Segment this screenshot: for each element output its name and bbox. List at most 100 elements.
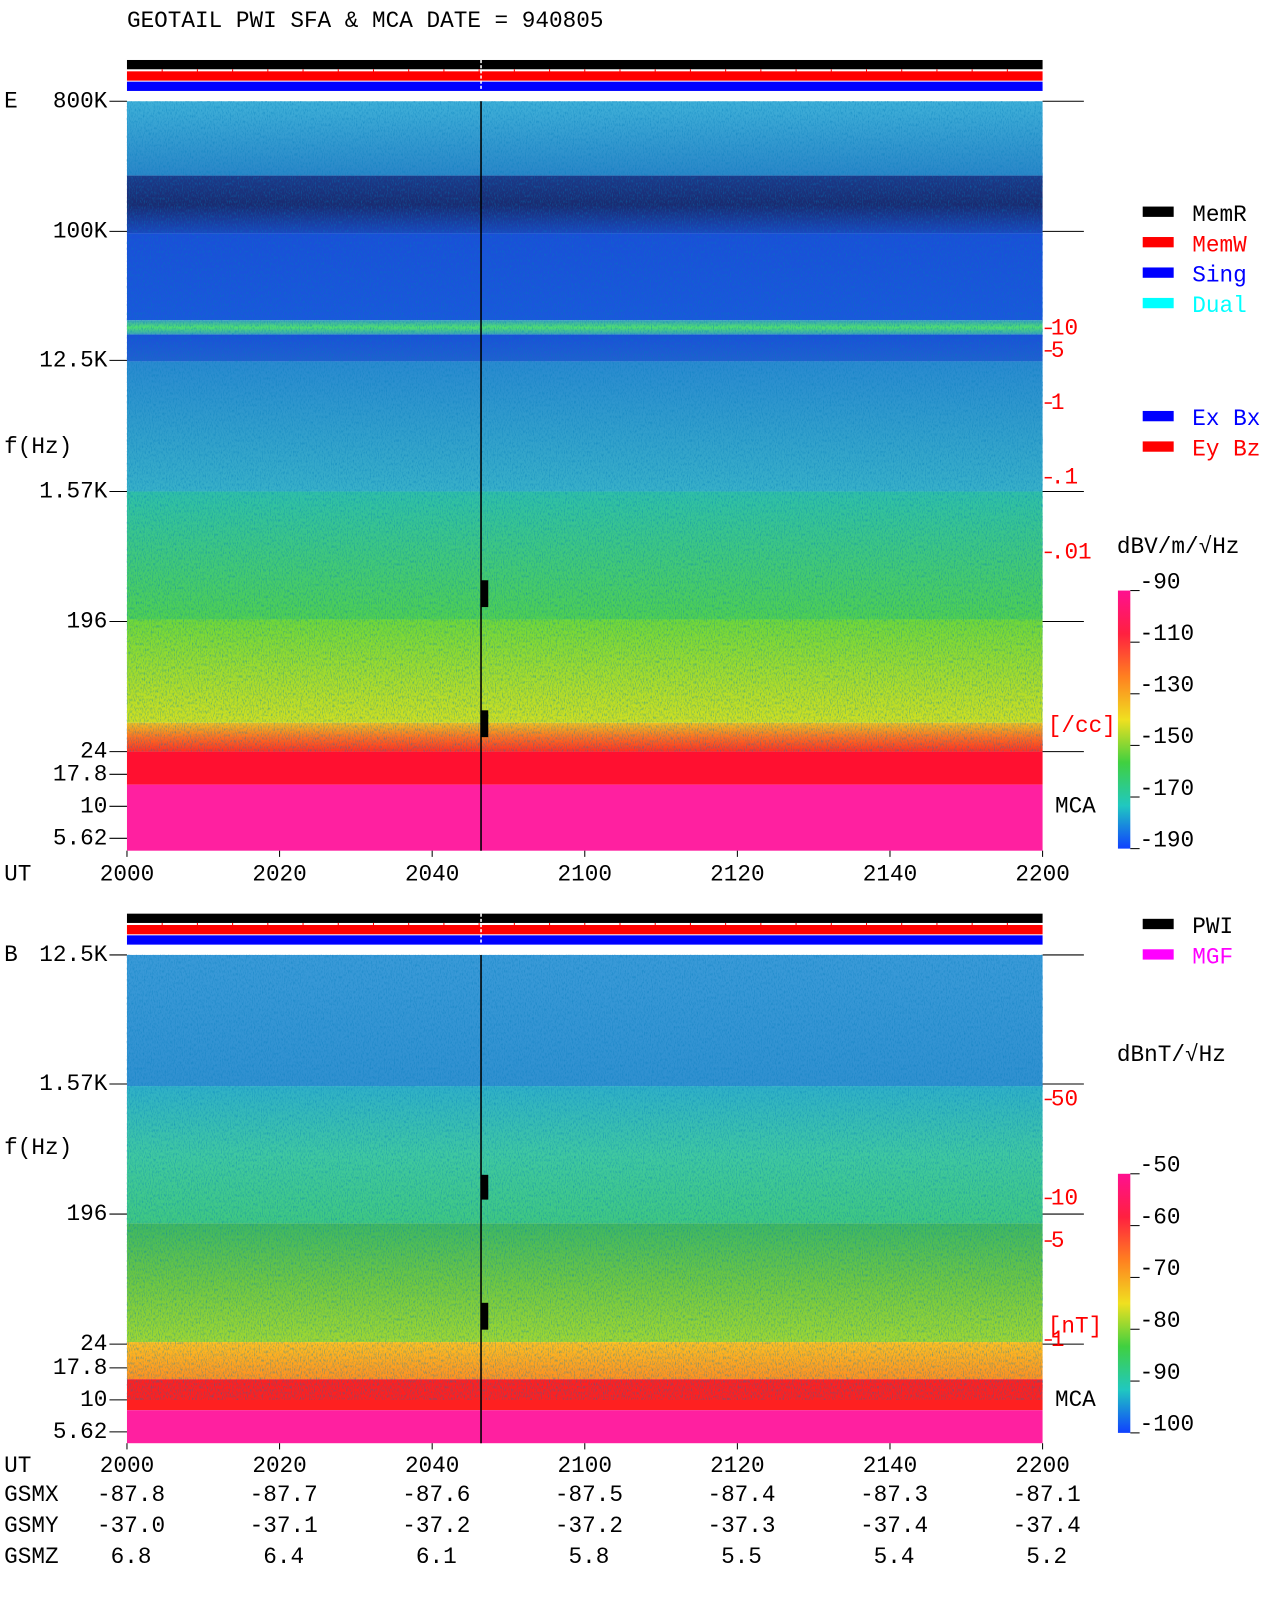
density-tick-label: .1 <box>1051 465 1078 491</box>
legend-swatch <box>1142 949 1174 960</box>
legend-label: Ey Bz <box>1192 437 1260 463</box>
x-tick-label: 2000 <box>100 861 154 887</box>
spectrogram-texture <box>126 954 1043 1400</box>
orbit-row-label: GSMZ <box>4 1544 58 1570</box>
frequency-tick-label: 24 <box>80 1331 107 1357</box>
orbit-value: 5.2 <box>1026 1544 1067 1570</box>
x-tick-label: 2120 <box>710 861 764 887</box>
colorbar-tick-label: -60 <box>1140 1204 1181 1230</box>
y-axis-label: f(Hz) <box>4 1135 72 1161</box>
x-tick-label: 2000 <box>100 1453 154 1479</box>
x-tick-label: 2020 <box>252 1453 306 1479</box>
spectrogram-texture <box>126 101 1043 752</box>
density-tick-label: 5 <box>1051 338 1065 364</box>
orbit-value: -37.1 <box>250 1513 318 1539</box>
colorbar-tick-label: -80 <box>1140 1308 1181 1334</box>
frequency-tick-label: 1.57K <box>39 478 107 504</box>
x-tick-label: 2200 <box>1015 861 1069 887</box>
orbit-value: 6.4 <box>263 1544 304 1570</box>
status-bar <box>126 81 1043 91</box>
frequency-tick-label: 100K <box>53 218 108 244</box>
x-tick-label: 2120 <box>710 1453 764 1479</box>
x-tick-label: 2200 <box>1015 1453 1069 1479</box>
x-tick-label: 2040 <box>405 861 459 887</box>
legend-swatch <box>1142 267 1174 278</box>
frequency-tick-label: 17.8 <box>53 1355 107 1381</box>
colorbar-tick-label: -110 <box>1140 621 1194 647</box>
orbit-value: -37.0 <box>97 1513 165 1539</box>
density-tick-label: 5 <box>1051 1228 1065 1254</box>
frequency-tick-label: 5.62 <box>53 825 107 851</box>
data-gap-block <box>481 1174 489 1200</box>
x-tick-label: 2100 <box>558 1453 612 1479</box>
frequency-tick-label: 12.5K <box>39 347 107 373</box>
frequency-tick-label: 5.62 <box>53 1419 107 1445</box>
density-tick-label: 1 <box>1051 1327 1065 1353</box>
status-bar <box>126 59 1043 70</box>
orbit-value: 5.5 <box>721 1544 762 1570</box>
colorbar-tick-label: -150 <box>1140 724 1194 750</box>
data-gap-block <box>481 710 489 738</box>
status-bar <box>126 935 1043 945</box>
colorbar <box>1117 1173 1131 1433</box>
title: GEOTAIL PWI SFA & MCA DATE = 940805 <box>127 8 604 34</box>
x-tick-label: 2040 <box>405 1453 459 1479</box>
frequency-tick-label: 10 <box>80 793 107 819</box>
density-unit: [nT] <box>1048 1314 1102 1340</box>
legend-swatch <box>1142 441 1174 452</box>
orbit-value: 5.4 <box>874 1544 915 1570</box>
legend-label: PWI <box>1192 914 1233 940</box>
colorbar-title: dBnT/√Hz <box>1117 1042 1226 1068</box>
density-unit: [/cc] <box>1048 713 1116 739</box>
density-tick-label: .01 <box>1051 539 1092 565</box>
orbit-value: -87.6 <box>402 1482 470 1508</box>
component-label: E <box>4 88 18 114</box>
frequency-tick-label: 196 <box>66 609 107 635</box>
x-tick-label: 2140 <box>863 1453 917 1479</box>
x-tick-label: 2140 <box>863 861 917 887</box>
data-gap-block <box>481 1302 489 1330</box>
frequency-tick-label: 12.5K <box>39 942 107 968</box>
frequency-tick-label: 800K <box>53 88 108 114</box>
x-axis-label: UT <box>4 861 31 887</box>
frequency-tick-label: 1.57K <box>39 1071 107 1097</box>
frequency-tick-label: 196 <box>66 1201 107 1227</box>
orbit-value: 6.8 <box>111 1544 152 1570</box>
data-gap-block <box>481 580 489 608</box>
x-tick-label: 2020 <box>252 861 306 887</box>
mca-label: MCA <box>1055 1387 1096 1413</box>
colorbar-tick-label: -50 <box>1140 1153 1181 1179</box>
legend-label: Ex Bx <box>1192 406 1260 432</box>
legend-label: MGF <box>1192 945 1233 971</box>
legend-swatch <box>1142 918 1174 930</box>
spectrogram-band <box>126 784 1043 851</box>
frequency-tick-label: 24 <box>80 739 107 765</box>
legend-label: Sing <box>1192 263 1246 289</box>
colorbar-tick-label: -100 <box>1140 1412 1194 1438</box>
orbit-value: -37.4 <box>1013 1513 1081 1539</box>
spectrogram-band <box>126 1410 1043 1444</box>
legend-swatch <box>1142 206 1174 217</box>
legend-label: MemR <box>1192 202 1247 228</box>
orbit-value: 5.8 <box>568 1544 609 1570</box>
colorbar-tick-label: -170 <box>1140 776 1194 802</box>
colorbar-tick-label: -70 <box>1140 1256 1181 1282</box>
spectrogram-band <box>126 751 1043 785</box>
density-tick-label: 50 <box>1051 1086 1078 1112</box>
colorbar-title: dBV/m/√Hz <box>1117 534 1240 560</box>
colorbar-tick-label: -130 <box>1140 673 1194 699</box>
y-axis-label: f(Hz) <box>4 434 72 460</box>
orbit-value: -37.2 <box>555 1513 623 1539</box>
orbit-value: 6.1 <box>416 1544 457 1570</box>
legend-swatch <box>1142 237 1174 248</box>
density-tick-label: 1 <box>1051 390 1065 416</box>
colorbar <box>1117 590 1131 849</box>
orbit-value: -87.4 <box>707 1482 775 1508</box>
colorbar-tick-label: -90 <box>1140 1360 1181 1386</box>
orbit-value: -37.3 <box>707 1513 775 1539</box>
density-tick-label: 10 <box>1051 315 1078 341</box>
orbit-value: -87.8 <box>97 1482 165 1508</box>
frequency-tick-label: 10 <box>80 1387 107 1413</box>
colorbar-tick-label: -90 <box>1140 569 1181 595</box>
